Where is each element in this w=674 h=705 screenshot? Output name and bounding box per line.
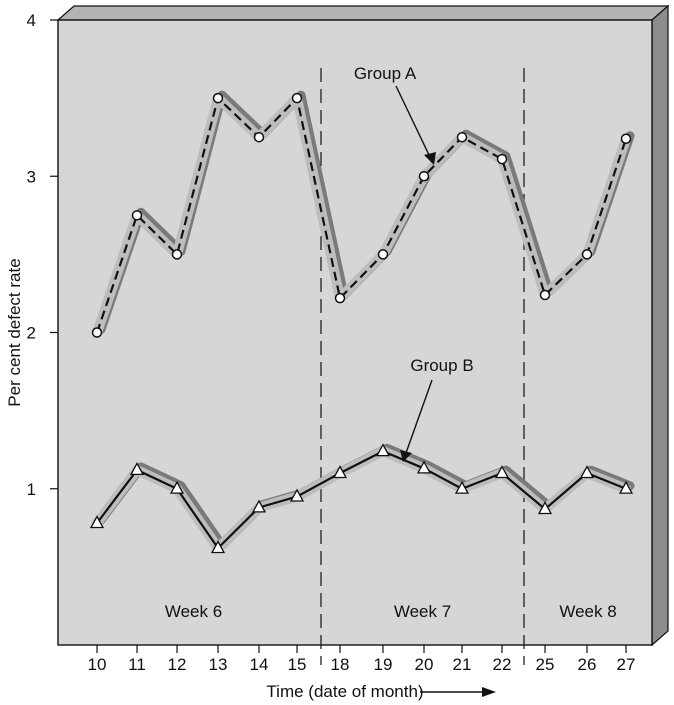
data-point-triangle xyxy=(416,460,432,474)
data-point-triangle xyxy=(454,480,470,494)
week-label: Week 8 xyxy=(559,602,616,621)
x-tick-label: 26 xyxy=(578,655,597,674)
x-tick-label: 20 xyxy=(415,655,434,674)
data-point-circle xyxy=(131,210,143,221)
x-tick-label: 27 xyxy=(617,655,636,674)
x-tick-label: 25 xyxy=(536,655,555,674)
x-axis-arrow-head xyxy=(482,687,496,697)
series-line xyxy=(95,97,628,333)
x-tick-label: 12 xyxy=(168,655,187,674)
data-point-circle xyxy=(377,249,389,260)
y-tick-label: 2 xyxy=(27,324,36,343)
data-point-triangle xyxy=(289,488,305,502)
x-tick-label: 19 xyxy=(374,655,393,674)
y-tick-label: 1 xyxy=(27,480,36,499)
data-point-triangle xyxy=(579,465,595,479)
data-point-triangle xyxy=(210,540,226,554)
y-axis: 1 2 3 4 Per cent defect rate xyxy=(5,11,58,499)
week-label: Week 7 xyxy=(394,602,451,621)
data-point-triangle xyxy=(89,515,105,529)
x-tick-label: 18 xyxy=(331,655,350,674)
data-point-circle xyxy=(620,133,632,144)
data-point-triangle xyxy=(129,462,145,476)
group-a-pointer-line xyxy=(395,85,431,158)
chart-panel xyxy=(56,4,670,647)
series xyxy=(89,90,635,554)
series-label-group-b: Group B xyxy=(410,356,473,375)
week-dividers xyxy=(320,68,525,665)
data-point-triangle xyxy=(375,443,391,457)
y-tick-label: 4 xyxy=(27,11,36,30)
series-line xyxy=(96,450,627,550)
data-point-circle xyxy=(496,153,508,165)
data-point-triangle xyxy=(494,465,510,479)
x-tick-label: 15 xyxy=(288,655,307,674)
x-tick-label: 11 xyxy=(128,655,146,674)
series-label-group-a: Group A xyxy=(354,64,417,83)
group-b-pointer-line xyxy=(405,379,433,454)
data-point-triangle xyxy=(251,499,267,513)
group-b-pointer-head xyxy=(400,450,412,462)
x-tick-label: 22 xyxy=(493,655,512,674)
data-point-triangle xyxy=(537,501,553,515)
data-point-circle xyxy=(581,249,593,260)
data-point-circle xyxy=(171,249,183,260)
week-label: Week 6 xyxy=(165,602,222,621)
series-group-a xyxy=(91,90,635,338)
y-tick-label: 3 xyxy=(27,167,36,186)
data-point-circle xyxy=(253,131,265,143)
series-group-b xyxy=(89,443,635,554)
x-axis: 10 11 12 13 14 15 18 19 20 21 22 25 26 27 Time (date o… xyxy=(88,645,636,701)
x-tick-label: 14 xyxy=(250,655,269,674)
x-tick-label: 13 xyxy=(209,655,228,674)
data-point-circle xyxy=(539,289,551,301)
panel-front-face xyxy=(57,19,653,646)
data-point-triangle xyxy=(618,480,634,494)
panel-side-face xyxy=(651,4,669,647)
x-tick-label: 10 xyxy=(88,655,107,674)
panel-top-face xyxy=(56,5,670,21)
data-point-circle xyxy=(418,171,430,182)
x-axis-label: Time (date of month) xyxy=(266,682,423,701)
data-point-circle xyxy=(456,131,468,143)
y-axis-label: Per cent defect rate xyxy=(5,258,24,406)
data-point-triangle xyxy=(332,465,348,479)
group-a-pointer-head xyxy=(424,152,436,165)
data-point-circle xyxy=(291,92,303,104)
data-point-triangle xyxy=(169,480,185,494)
x-tick-label: 21 xyxy=(453,655,472,674)
data-point-circle xyxy=(91,327,103,338)
annotations: Group A Group B Week 6 Week 7 Week 8 xyxy=(165,64,617,621)
data-point-circle xyxy=(212,92,224,104)
data-point-circle xyxy=(334,292,346,304)
